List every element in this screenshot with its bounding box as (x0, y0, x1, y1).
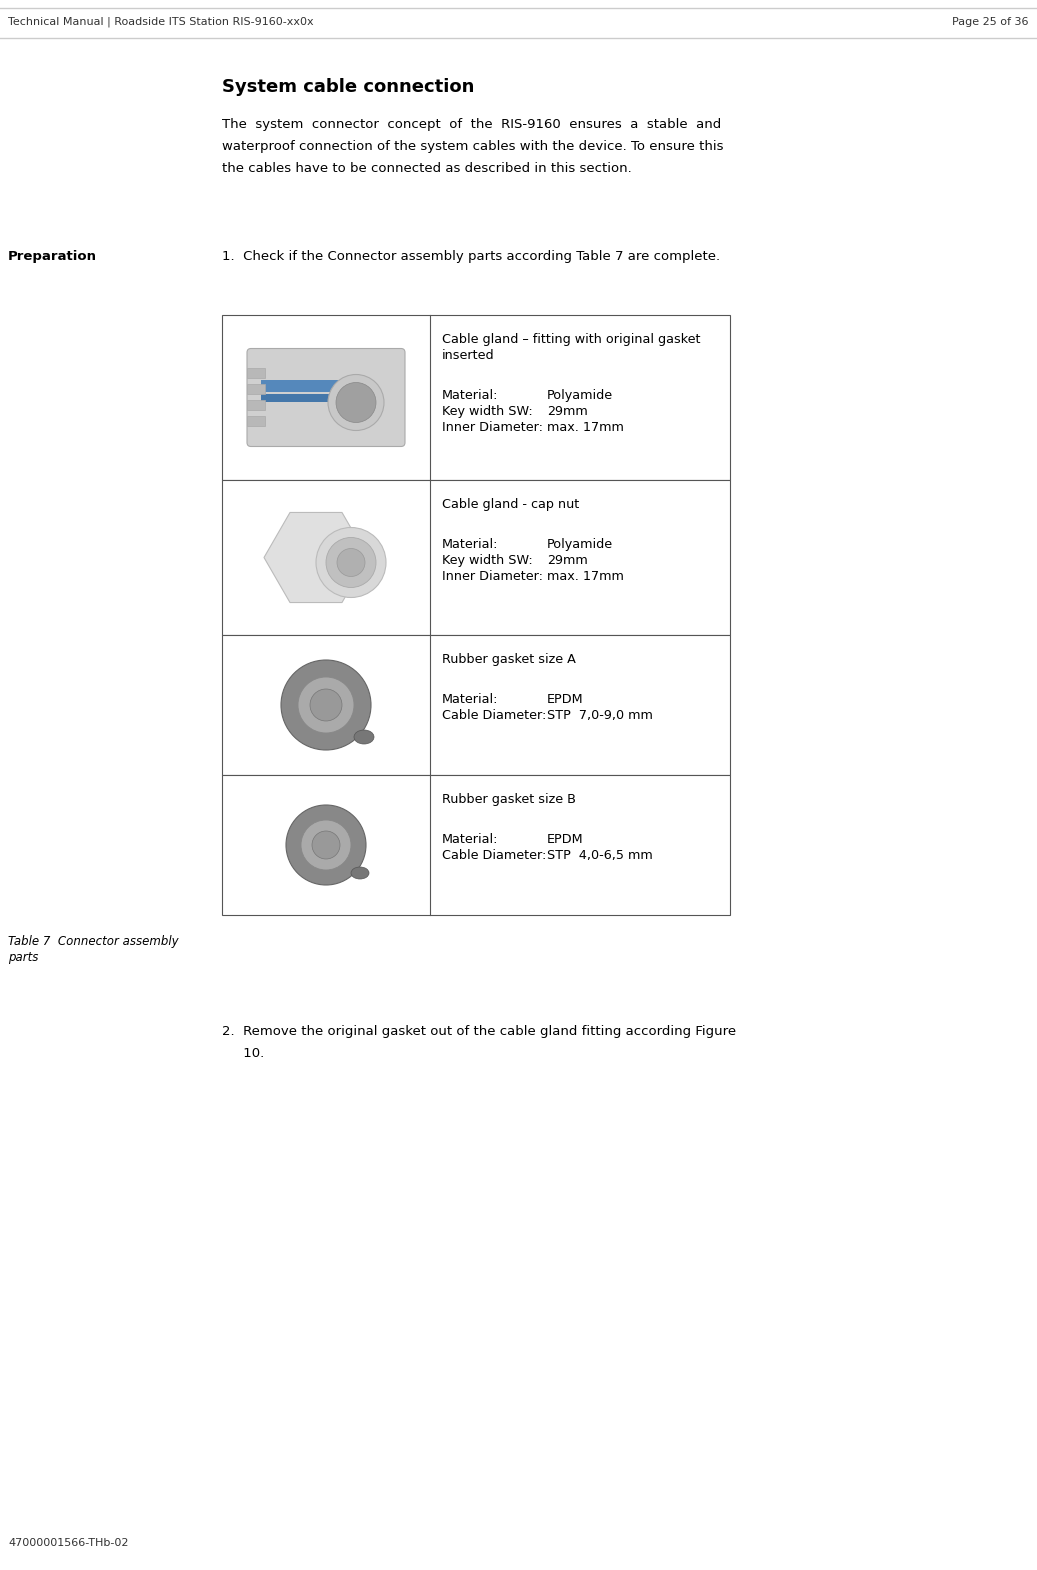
Text: Cable Diameter:: Cable Diameter: (442, 710, 546, 722)
Circle shape (336, 383, 376, 422)
Text: The  system  connector  concept  of  the  RIS-9160  ensures  a  stable  and: The system connector concept of the RIS-… (222, 118, 722, 130)
Circle shape (298, 677, 354, 733)
Circle shape (316, 528, 386, 598)
Text: STP  7,0-9,0 mm: STP 7,0-9,0 mm (546, 710, 653, 722)
Text: STP  4,0-6,5 mm: STP 4,0-6,5 mm (546, 849, 652, 862)
Text: Rubber gasket size B: Rubber gasket size B (442, 793, 576, 805)
Bar (247, 383, 265, 394)
Text: Preparation: Preparation (8, 250, 97, 264)
Circle shape (281, 659, 371, 750)
Ellipse shape (351, 867, 369, 879)
Text: max. 17mm: max. 17mm (546, 421, 624, 433)
Bar (261, 380, 351, 391)
Text: Rubber gasket size A: Rubber gasket size A (442, 653, 576, 666)
Text: the cables have to be connected as described in this section.: the cables have to be connected as descr… (222, 162, 632, 174)
Text: Cable gland - cap nut: Cable gland - cap nut (442, 498, 580, 510)
Bar (222, 776, 730, 915)
Circle shape (326, 537, 376, 587)
Text: 29mm: 29mm (546, 405, 588, 418)
Text: Page 25 of 36: Page 25 of 36 (953, 17, 1029, 27)
Text: Cable Diameter:: Cable Diameter: (442, 849, 546, 862)
Circle shape (337, 548, 365, 576)
Bar (247, 416, 265, 425)
Bar (222, 634, 730, 776)
Text: System cable connection: System cable connection (222, 78, 474, 96)
Bar (247, 399, 265, 410)
Text: Material:: Material: (442, 692, 499, 706)
Text: EPDM: EPDM (546, 834, 584, 846)
Text: Material:: Material: (442, 834, 499, 846)
Text: Inner Diameter:: Inner Diameter: (442, 421, 543, 433)
Circle shape (301, 820, 351, 870)
Text: 29mm: 29mm (546, 554, 588, 567)
Circle shape (328, 375, 384, 430)
Circle shape (286, 805, 366, 885)
Text: Polyamide: Polyamide (546, 539, 613, 551)
Text: Polyamide: Polyamide (546, 389, 613, 402)
Text: max. 17mm: max. 17mm (546, 570, 624, 582)
Text: Cable gland – fitting with original gasket: Cable gland – fitting with original gask… (442, 333, 701, 345)
Bar (247, 367, 265, 377)
Bar (222, 316, 730, 480)
Text: Key width SW:: Key width SW: (442, 405, 533, 418)
FancyBboxPatch shape (247, 349, 405, 446)
Text: parts: parts (8, 951, 38, 964)
Text: Material:: Material: (442, 539, 499, 551)
Text: waterproof connection of the system cables with the device. To ensure this: waterproof connection of the system cabl… (222, 140, 724, 152)
Text: Material:: Material: (442, 389, 499, 402)
Circle shape (312, 831, 340, 859)
Text: 2.  Remove the original gasket out of the cable gland fitting according Figure: 2. Remove the original gasket out of the… (222, 1025, 736, 1038)
Bar (261, 394, 351, 402)
Text: Key width SW:: Key width SW: (442, 554, 533, 567)
Text: EPDM: EPDM (546, 692, 584, 706)
Bar (222, 480, 730, 634)
Text: 47000001566-THb-02: 47000001566-THb-02 (8, 1539, 129, 1548)
Text: Technical Manual | Roadside ITS Station RIS-9160-xx0x: Technical Manual | Roadside ITS Station … (8, 17, 313, 27)
Text: Inner Diameter:: Inner Diameter: (442, 570, 543, 582)
Text: Table 7  Connector assembly: Table 7 Connector assembly (8, 936, 178, 948)
Text: inserted: inserted (442, 349, 495, 363)
Circle shape (310, 689, 342, 721)
Text: 1.  Check if the Connector assembly parts according Table 7 are complete.: 1. Check if the Connector assembly parts… (222, 250, 720, 264)
Ellipse shape (354, 730, 374, 744)
Text: 10.: 10. (222, 1047, 264, 1060)
